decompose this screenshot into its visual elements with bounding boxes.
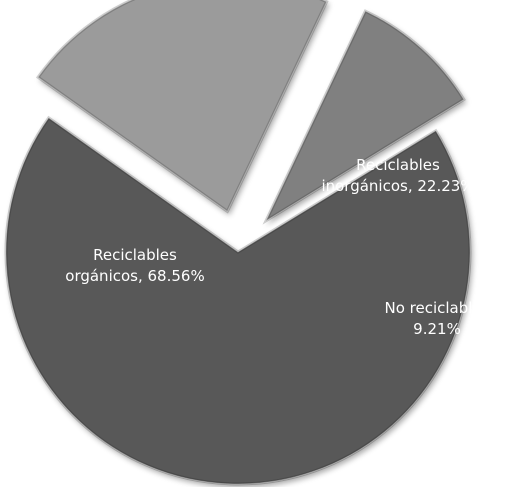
pie-slice-label-line: orgánicos, 68.56% [65, 267, 204, 285]
pie-labels: Reciclables orgánicos, 68.56% Reciclables i… [65, 156, 489, 338]
pie-slice-bevel [35, 0, 329, 214]
pie-slices [4, 0, 472, 486]
pie-slice-label: No reciclables 9.21% [385, 299, 490, 338]
pie-slice-label: Reciclables orgánicos, 68.56% [65, 246, 204, 285]
pie-slice-label-line: Reciclables [356, 156, 440, 174]
pie-slice-label: Reciclables inorgánicos, 22.23% [321, 156, 474, 195]
pie-slice-bevel [4, 115, 472, 486]
pie-slice-1 [4, 115, 472, 486]
pie-slice-2 [35, 0, 329, 214]
pie-slice-label-line: Reciclables [93, 246, 177, 264]
pie-slice-label-line: No reciclables [385, 299, 490, 317]
pie-slice-label-line: inorgánicos, 22.23% [321, 177, 474, 195]
pie-slice-3 [262, 9, 466, 225]
pie-slice-bevel [262, 9, 466, 225]
pie-slice-label-line: 9.21% [413, 320, 461, 338]
